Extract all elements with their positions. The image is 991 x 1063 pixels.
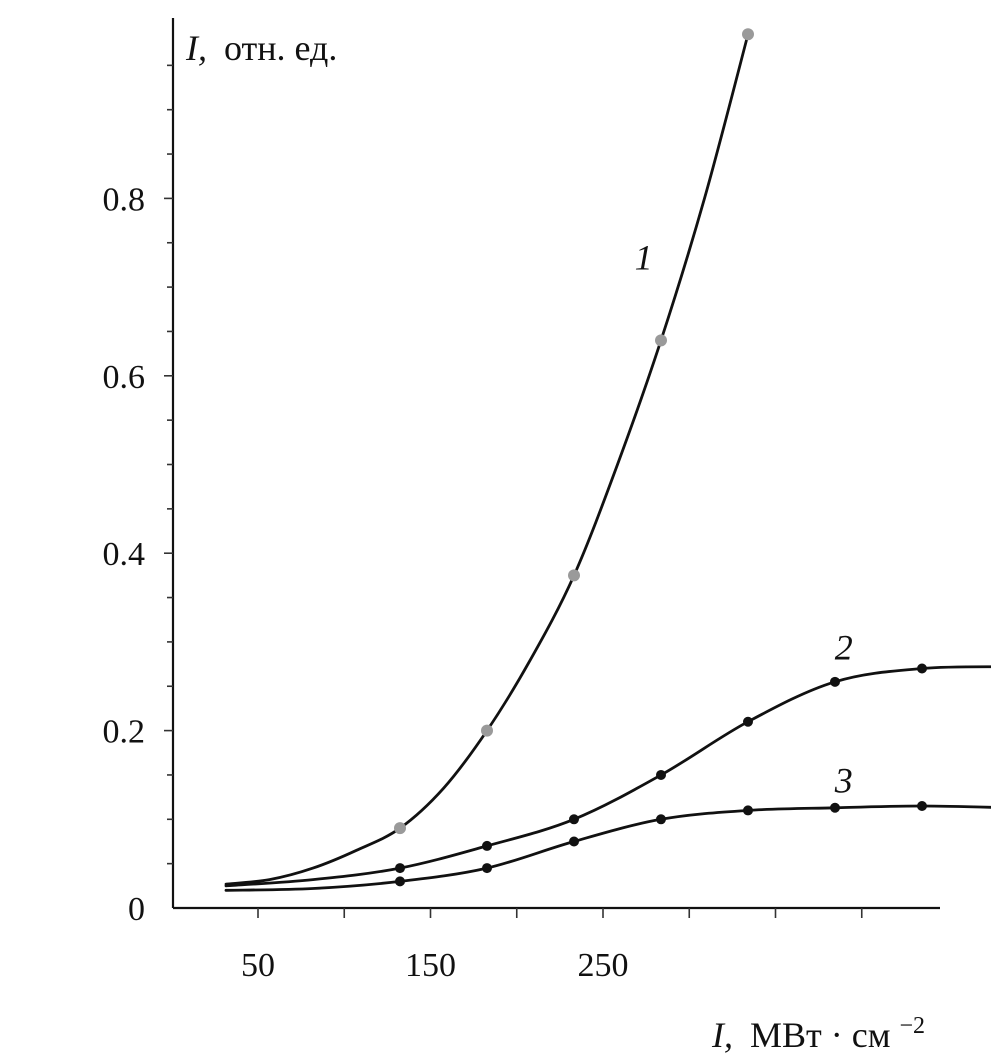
series-2-point — [656, 769, 666, 780]
series-2-point — [917, 663, 927, 674]
series-1-point — [655, 334, 667, 347]
series-2-line — [224, 665, 991, 888]
series-3-point — [482, 863, 492, 874]
series-3-line — [224, 804, 991, 892]
series-3-point — [395, 876, 405, 887]
x-axis-ticks: 50 150 250 — [241, 908, 863, 984]
series-2-point — [482, 840, 492, 851]
series-2-label: 2 — [835, 628, 853, 668]
series-2-point — [830, 676, 840, 687]
x-axis-symbol: I, — [711, 1015, 733, 1055]
y-axis-ticks: 0 0.2 0.4 0.6 0.8 — [103, 181, 173, 928]
series-1-point — [394, 822, 406, 835]
series-3-point — [569, 836, 579, 847]
x-axis-unit: МВт · см — [750, 1015, 891, 1055]
x-tick-label: 50 — [241, 947, 275, 984]
y-tick-label: 0.2 — [103, 714, 146, 751]
y-tick-label: 0.6 — [103, 359, 146, 396]
series-2-point — [395, 863, 405, 874]
x-axis-unit-exponent: −2 — [900, 1013, 926, 1039]
series-1-line — [224, 32, 750, 886]
series-1-point — [568, 569, 580, 582]
series-1-point — [742, 28, 754, 41]
series-3-label: 3 — [834, 761, 853, 801]
series-2-point — [743, 716, 753, 727]
y-axis-title: I, отн. ед. — [185, 28, 337, 68]
y-axis-unit: отн. ед. — [224, 28, 337, 68]
series-2-point — [569, 814, 579, 825]
x-tick-label: 150 — [405, 947, 456, 984]
x-axis-title: I, МВт · см −2 — [711, 1013, 925, 1055]
series-1-label: 1 — [635, 237, 653, 277]
series-1-point — [481, 724, 493, 737]
series-layer: 1 2 3 — [224, 28, 991, 892]
series-3-point — [917, 800, 927, 811]
y-axis-symbol: I, — [185, 28, 207, 68]
series-3-point — [743, 805, 753, 816]
y-tick-label: 0.8 — [103, 181, 146, 218]
y-axis-minor-ticks — [167, 64, 173, 865]
x-tick-label: 250 — [578, 947, 629, 984]
series-3-point — [656, 814, 666, 825]
y-tick-label: 0 — [128, 891, 145, 928]
series-3-point — [830, 802, 840, 813]
y-tick-label: 0.4 — [103, 536, 146, 573]
